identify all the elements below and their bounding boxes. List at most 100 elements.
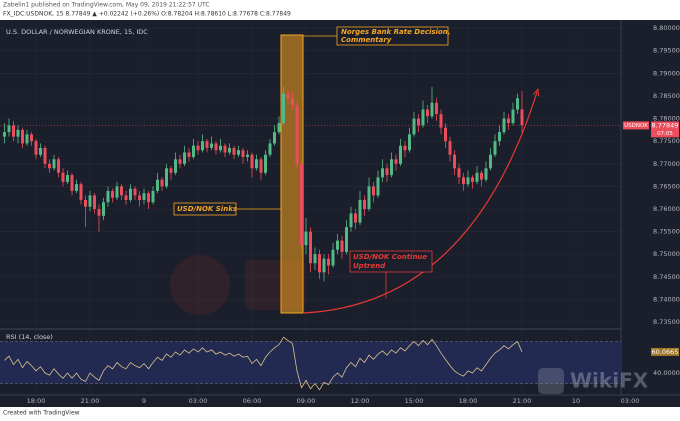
candle-body [183,152,186,164]
candle-body [205,141,209,148]
candle-body [52,159,56,169]
candle-body [156,179,159,191]
candle-body [147,193,150,203]
candle-body [70,175,74,191]
candle-body [250,154,254,169]
candle-body [88,195,92,207]
candle-body [120,186,123,196]
candle-body [3,132,6,137]
candle-body [7,125,11,133]
candle-body [507,118,510,124]
y-tick-label: 8.77000 [653,160,680,168]
candle-body [57,159,60,173]
candle-body [178,159,182,164]
candle-body [520,109,524,126]
candle-body [210,143,213,148]
footer-bar [0,407,680,421]
candle-body [322,258,326,273]
candle-body [511,109,515,124]
candle-body [66,175,69,182]
y-tick-label: 8.79500 [653,47,680,55]
candle-body [165,168,168,187]
candle-body [273,132,276,144]
candle-body [430,102,434,117]
footer: Created with TradingView [3,410,80,417]
rsi-band [0,341,621,384]
candle-body [16,129,20,137]
candle-body [102,202,105,216]
candle-body [448,141,452,155]
candle-body [309,231,312,264]
candle-body [480,172,483,180]
event-highlight [280,34,304,314]
candle-body [97,208,101,216]
candle-body [340,240,344,252]
event-label: Norges Bank Rate Decision, [341,28,450,36]
candle-body [345,227,348,252]
x-tick-label: 09:00 [297,397,316,405]
candle-body [111,190,114,198]
y-tick-label: 8.74000 [653,295,680,303]
candle-body [444,127,447,142]
candle-body [493,141,497,155]
candle-body [327,258,330,266]
candle-body [75,184,78,191]
candle-body [255,159,258,169]
chart-title: U.S. DOLLAR / NORWEGIAN KRONE, 15, IDC [6,28,148,36]
candle-body [124,195,128,200]
countdown-label: 07:05 [657,131,673,137]
y-tick-label: 8.74500 [653,273,680,281]
candle-body [403,145,407,151]
y-tick-label: 8.73500 [653,318,680,326]
candle-body [516,98,519,110]
candle-body [394,159,398,164]
y-tick-label: 8.75000 [653,250,680,258]
candle-body [21,129,24,144]
candle-body [12,125,15,137]
candle-body [367,186,371,209]
candle-body [79,184,83,200]
x-tick-label: 9 [142,397,146,405]
candle-body [115,186,119,198]
candle-body [174,159,177,173]
x-tick-label: 10 [572,397,580,405]
candle-body [453,154,456,169]
sinks-box [173,202,237,216]
candle-body [372,186,375,196]
candle-body [466,177,470,185]
x-tick-label: 12:00 [351,397,370,405]
candle-body [417,118,420,126]
y-tick-label: 8.75500 [653,228,680,236]
candle-body [142,193,146,200]
candle-body [286,93,290,99]
candle-body [264,154,267,173]
candle-body [106,190,110,203]
candle-body [295,105,299,164]
candle-body [160,179,164,187]
candle-body [237,150,240,155]
x-tick-label: 18:00 [27,397,46,405]
candle-body [331,249,335,266]
candle-body [291,98,294,106]
candle-body [192,145,195,157]
candle-body [223,145,227,153]
wikifx-watermark: WikiFX [538,368,649,394]
candle-body [30,134,33,142]
candle-body [385,168,389,176]
candle-body [268,143,272,155]
candle-body [318,254,321,273]
candle-body [390,159,393,176]
candle-body [133,188,137,196]
symbol-tag [623,121,649,130]
candle-body [34,141,38,155]
candle-body [457,168,461,178]
candle-body [151,190,155,203]
candle-body [214,143,218,151]
candle-body [246,154,249,157]
candle-body [489,154,492,169]
y-tick-label: 8.79000 [653,69,680,77]
y-tick-label: 8.76000 [653,205,680,213]
candle-body [138,195,141,200]
candle-body [201,141,204,151]
candle-body [462,177,465,185]
